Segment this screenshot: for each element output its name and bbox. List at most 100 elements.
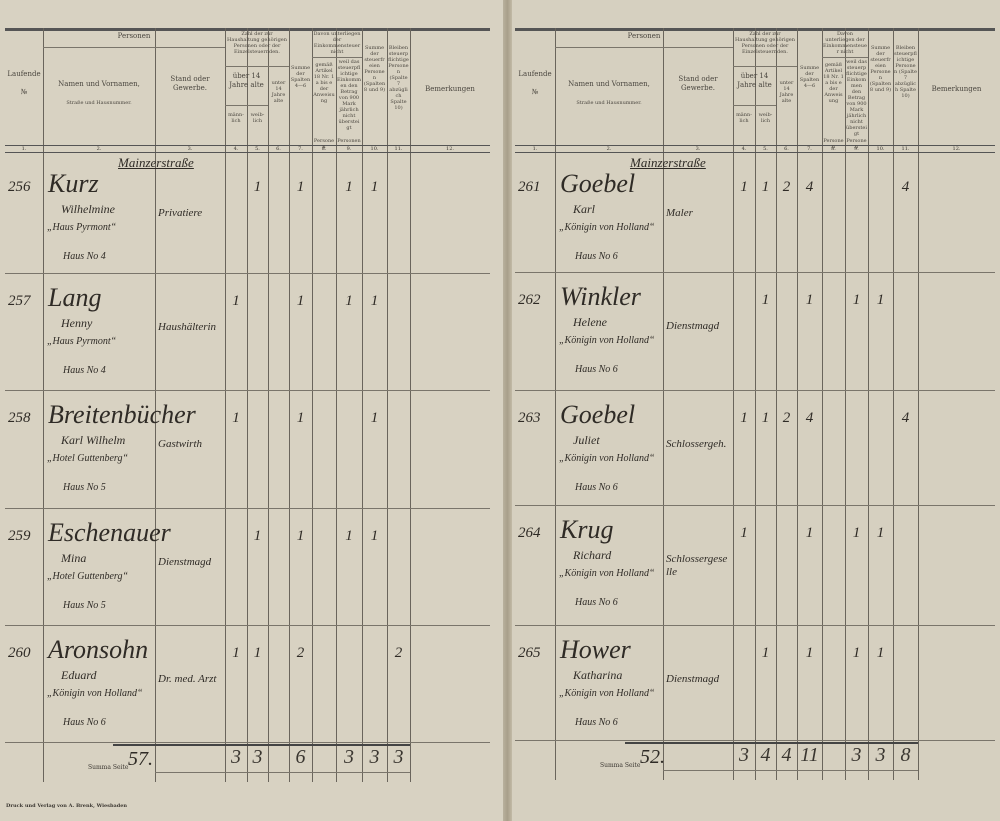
column-number: 3. xyxy=(695,146,701,152)
entry-number: 261 xyxy=(518,179,541,195)
column-number: 9. xyxy=(854,146,859,152)
column-rule xyxy=(822,28,823,780)
header-label: Bleiben steuerpflichtige Personen (Spalt… xyxy=(388,45,409,111)
address-name: „Königin von Holland“ xyxy=(559,453,655,464)
count-value: 1 xyxy=(761,410,770,426)
header-sub-rule xyxy=(225,105,268,106)
street-heading: Mainzerstraße xyxy=(118,155,194,170)
address-name: „Königin von Holland“ xyxy=(559,335,655,346)
header-label: weib-lich xyxy=(758,112,773,124)
count-value: 2 xyxy=(782,410,791,426)
entry-number: 259 xyxy=(8,528,31,544)
header-sub-rule xyxy=(733,66,797,67)
summa-value: 4 xyxy=(781,744,792,766)
house-number: Haus No 5 xyxy=(63,600,106,611)
street-heading: Mainzerstraße xyxy=(630,155,706,170)
occupation: Gastwirth xyxy=(158,438,203,450)
count-value: 1 xyxy=(740,410,748,426)
column-rule xyxy=(289,28,290,782)
surname: Goebel xyxy=(560,169,636,198)
column-number: 12. xyxy=(952,146,961,152)
first-name: Helene xyxy=(573,315,607,329)
column-number: 7. xyxy=(807,146,812,152)
count-value: 1 xyxy=(852,525,861,541)
count-value: 2 xyxy=(296,645,305,661)
first-name: Henny xyxy=(61,316,93,330)
occupation: Dr. med. Arzt xyxy=(158,673,217,685)
header-label: Namen und Vornamen, xyxy=(58,80,140,88)
summa-value: 3 xyxy=(393,746,404,768)
column-rule xyxy=(336,28,337,782)
header-label: weil das steuerpflichtige Einkommen den … xyxy=(337,59,361,131)
summa-value: 3 xyxy=(252,746,263,768)
header-label: gemäß Artikel 18 Nr. 1 a bis e der Anwei… xyxy=(313,62,335,104)
entry-number: 265 xyxy=(518,645,541,661)
column-number: 10. xyxy=(876,146,885,152)
column-rule xyxy=(410,28,411,782)
address-name: „Königin von Holland“ xyxy=(47,688,143,699)
count-value: 4 xyxy=(901,410,910,426)
summa-underline xyxy=(663,770,918,771)
column-number: 1. xyxy=(532,146,538,152)
column-number: 5. xyxy=(763,146,768,152)
header-label: Bleiben steuerpflichtige Personen (Spalt… xyxy=(894,45,917,99)
summa-value: 8 xyxy=(900,744,911,766)
header-label: Personen xyxy=(313,138,335,150)
header-rule xyxy=(515,152,995,153)
header-label: Summe der steuerfreien Personen (Spalten… xyxy=(363,45,386,93)
column-number: 6. xyxy=(276,146,281,152)
book-gutter xyxy=(503,0,512,821)
header-label: männ-lich xyxy=(736,112,752,124)
count-value: 2 xyxy=(394,645,403,661)
column-number: 8. xyxy=(321,146,327,152)
count-value: 1 xyxy=(805,645,814,661)
header-label: Davon unterliegen der Einkommensteuer ni… xyxy=(823,31,867,55)
occupation: Dienstmagd xyxy=(666,673,720,685)
right-page: Personen Laufende № Namen und Vornamen, Stra… xyxy=(510,0,1000,821)
house-number: Haus No 6 xyxy=(63,717,106,728)
count-value: 2 xyxy=(782,179,791,195)
count-value: 1 xyxy=(761,179,770,195)
address-name: „Haus Pyrmont“ xyxy=(47,336,117,347)
summa-page-number: 57. xyxy=(128,748,153,770)
header-label: Personen xyxy=(117,32,151,40)
summa-value: 3 xyxy=(369,746,380,768)
occupation: Dienstmagd xyxy=(666,320,720,332)
house-number: Haus No 6 xyxy=(575,364,618,375)
count-value: 1 xyxy=(761,645,770,661)
header-label: Laufende xyxy=(7,70,41,78)
count-value: 1 xyxy=(253,179,262,195)
header-label: Personen xyxy=(823,138,844,150)
header-label: Bemerkungen xyxy=(931,85,982,93)
entry-number: 258 xyxy=(8,410,31,426)
count-value: 1 xyxy=(296,179,305,195)
entry-number: 260 xyxy=(8,645,31,661)
count-value: 4 xyxy=(805,410,814,426)
surname: Krug xyxy=(560,515,614,544)
count-value: 1 xyxy=(296,528,305,544)
surname: Hower xyxy=(560,635,631,664)
column-rule xyxy=(663,28,664,780)
surname: Winkler xyxy=(560,282,641,311)
first-name: Eduard xyxy=(61,668,97,682)
row-rule xyxy=(5,273,490,274)
column-number: 4. xyxy=(741,146,747,152)
surname: Kurz xyxy=(48,169,99,198)
column-number: 12. xyxy=(446,146,454,152)
house-number: Haus No 6 xyxy=(575,717,618,728)
first-name: Mina xyxy=(61,551,87,565)
occupation: Schlossergeh. xyxy=(666,438,727,450)
header-label: № xyxy=(20,88,28,96)
count-value: 1 xyxy=(253,645,262,661)
surname: Breitenbücher xyxy=(48,400,196,429)
header-label: Personen xyxy=(846,138,867,150)
row-rule xyxy=(515,505,995,506)
count-value: 1 xyxy=(232,645,240,661)
first-name: Juliet xyxy=(573,433,600,447)
house-number: Haus No 5 xyxy=(63,482,106,493)
header-label: Summe der Spalten 4—6 xyxy=(290,65,311,89)
entry-number: 264 xyxy=(518,525,541,541)
header-label: Bemerkungen xyxy=(425,85,475,93)
house-number: Haus No 4 xyxy=(63,365,106,376)
summa-underline xyxy=(155,772,410,773)
